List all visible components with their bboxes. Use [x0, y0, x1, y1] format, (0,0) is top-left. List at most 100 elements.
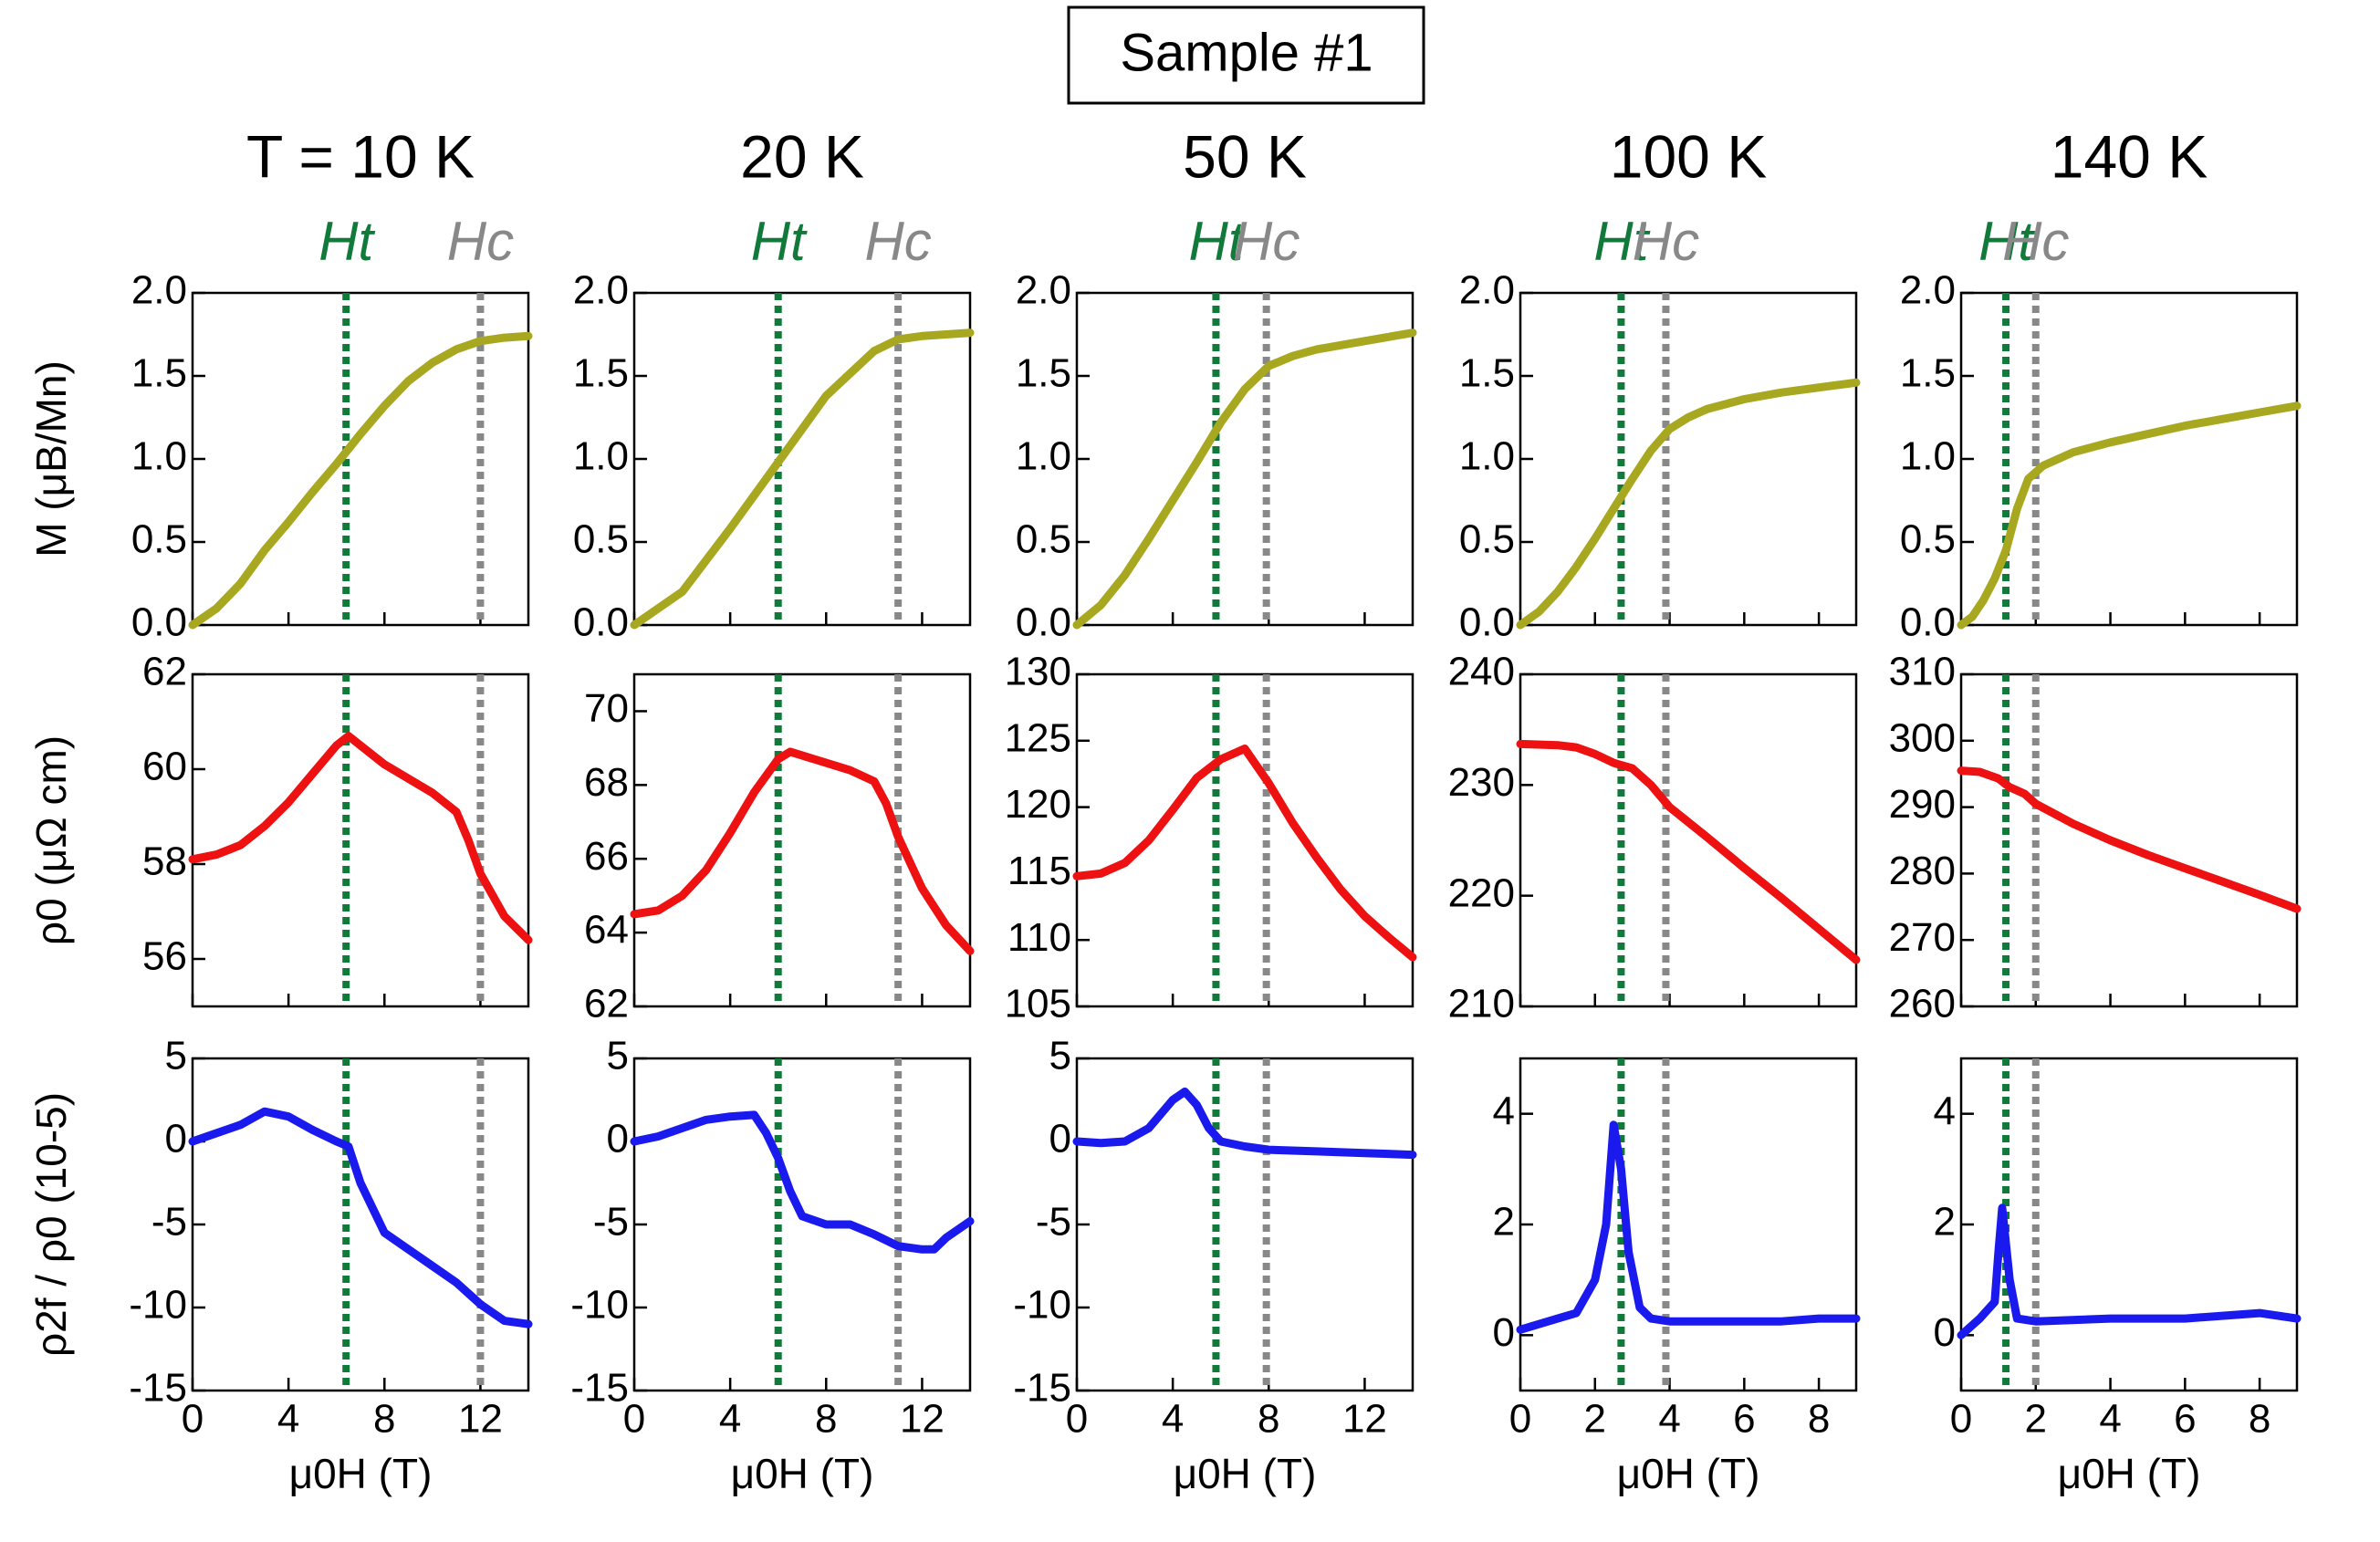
y-tick-label: 120 [1005, 782, 1071, 827]
y-axis-label: ρ0 (μΩ cm) [27, 735, 75, 945]
y-tick-label: -5 [151, 1200, 187, 1245]
marker-label: Hc [1233, 211, 1300, 272]
y-tick-label: 5 [165, 1034, 187, 1078]
column-title: 50 K [1183, 122, 1307, 190]
y-tick-label: 2.0 [131, 268, 187, 313]
column-title: 140 K [2051, 122, 2208, 190]
y-tick-label: 240 [1448, 650, 1515, 694]
y-tick-label: 4 [1934, 1089, 1956, 1133]
x-axis-label: μ0H (T) [289, 1450, 433, 1497]
marker-label: Ht [751, 211, 808, 272]
y-tick-label: 5 [607, 1034, 629, 1078]
y-tick-label: 0.0 [1459, 600, 1515, 645]
y-tick-label: 0.0 [1016, 600, 1071, 645]
data-line [1072, 328, 1417, 630]
y-tick-label: 0.0 [573, 600, 629, 645]
x-tick-label: 0 [623, 1397, 645, 1442]
y-tick-label: 2.0 [573, 268, 629, 313]
y-axis-label: M (μB/Mn) [27, 360, 75, 557]
y-tick-label: 290 [1889, 782, 1956, 827]
plot-frame [632, 291, 972, 627]
marker-label: Hc [447, 211, 514, 272]
marker-label: Ht [318, 211, 375, 272]
marker-label: Hc [1633, 211, 1699, 272]
x-tick-label: 2 [1584, 1397, 1606, 1442]
plot-frame [1075, 672, 1414, 1008]
y-tick-label: 62 [142, 650, 187, 694]
y-tick-label: 64 [584, 908, 629, 953]
x-tick-label: 0 [1066, 1397, 1088, 1442]
data-line [1957, 401, 2302, 630]
y-tick-label: 62 [584, 982, 629, 1026]
x-tick-label: 6 [1733, 1397, 1755, 1442]
y-tick-label: 56 [142, 934, 187, 979]
column-title: 100 K [1610, 122, 1767, 190]
y-tick-label: 1.5 [573, 351, 629, 396]
y-tick-label: 0.0 [1900, 600, 1956, 645]
column-title: T = 10 K [246, 122, 475, 190]
data-line [1072, 745, 1417, 962]
y-tick-label: 0.5 [573, 517, 629, 562]
x-tick-label: 8 [815, 1397, 837, 1442]
plot-frame [191, 672, 530, 1008]
x-axis-label: μ0H (T) [1617, 1450, 1760, 1497]
y-tick-label: -10 [129, 1283, 187, 1328]
plot-frame [1959, 672, 2299, 1008]
data-line [1516, 1120, 1861, 1334]
x-tick-label: 4 [277, 1397, 299, 1442]
y-tick-label: 310 [1889, 650, 1956, 694]
x-axis-label: μ0H (T) [2058, 1450, 2201, 1497]
y-tick-label: 1.0 [131, 434, 187, 479]
y-tick-label: 110 [1007, 915, 1071, 960]
x-tick-label: 8 [373, 1397, 395, 1442]
plot-frame [632, 1057, 972, 1392]
data-line [188, 1107, 533, 1328]
y-tick-label: 270 [1889, 915, 1956, 960]
y-tick-label: -15 [1013, 1366, 1071, 1411]
y-tick-label: 280 [1889, 849, 1956, 893]
marker-label: Hc [2002, 211, 2069, 272]
y-tick-label: 125 [1005, 715, 1071, 760]
x-tick-label: 0 [182, 1397, 204, 1442]
y-tick-label: 0 [1493, 1310, 1515, 1355]
x-tick-label: 0 [1509, 1397, 1531, 1442]
y-tick-label: 1.0 [1016, 434, 1071, 479]
y-tick-label: 0.5 [1016, 517, 1071, 562]
x-tick-label: 0 [1950, 1397, 1972, 1442]
plot-frame [1519, 672, 1858, 1008]
y-tick-label: -5 [1036, 1200, 1071, 1245]
data-line [1516, 378, 1861, 630]
plot-frame [1075, 1057, 1414, 1392]
data-line [188, 732, 533, 944]
plot-frame [1959, 291, 2299, 627]
data-line [188, 331, 533, 630]
y-tick-label: 260 [1889, 982, 1956, 1026]
y-tick-label: 105 [1005, 982, 1071, 1026]
y-tick-label: 68 [584, 760, 629, 805]
data-line [1957, 766, 2302, 913]
title-box [1067, 5, 1425, 105]
column-title: 20 K [740, 122, 864, 190]
data-line [1516, 739, 1861, 964]
y-tick-label: 0 [1934, 1310, 1956, 1355]
y-tick-label: 2.0 [1016, 268, 1071, 313]
plot-frame [1519, 1057, 1858, 1392]
marker-label: Hc [864, 211, 931, 272]
plot-frame [1959, 1057, 2299, 1392]
x-tick-label: 4 [1658, 1397, 1680, 1442]
x-tick-label: 8 [1808, 1397, 1830, 1442]
x-tick-label: 12 [900, 1397, 945, 1442]
data-line [630, 747, 975, 955]
y-tick-label: 1.0 [1900, 434, 1956, 479]
y-tick-label: 66 [584, 834, 629, 879]
y-tick-label: 0.5 [131, 517, 187, 562]
y-tick-label: 1.5 [131, 351, 187, 396]
y-tick-label: 1.5 [1016, 351, 1071, 396]
x-axis-label: μ0H (T) [731, 1450, 874, 1497]
x-tick-label: 4 [1162, 1397, 1184, 1442]
figure-title: Sample #1 [1120, 23, 1373, 82]
y-tick-label: -15 [129, 1366, 187, 1411]
y-tick-label: 0.0 [131, 600, 187, 645]
y-tick-label: 60 [142, 745, 187, 789]
